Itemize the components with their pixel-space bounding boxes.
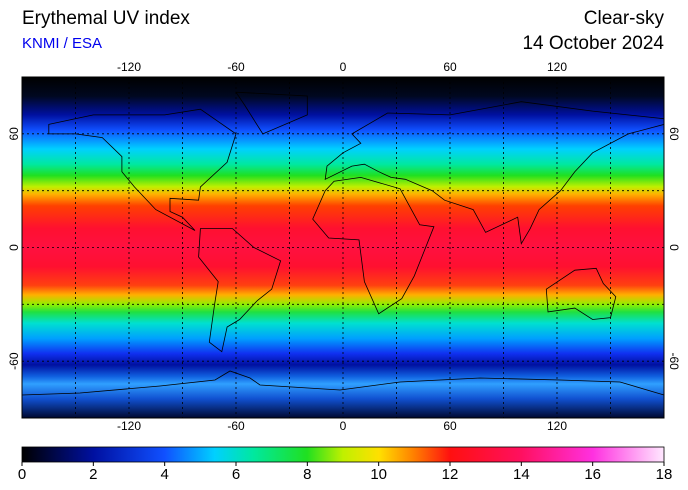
lon-tick-label: -120 [117,60,141,74]
colorbar [21,446,665,463]
colorbar-tick-label: 14 [513,466,530,483]
title: Erythemal UV index [22,8,190,29]
lat-tick-label: -60 [7,352,21,370]
colorbar-tick-label: 16 [584,466,601,483]
lat-tick-label: 60 [7,127,21,141]
lat-tick-label: 60 [667,127,681,141]
lon-tick-label: 0 [340,419,347,433]
lon-tick-label: 120 [547,419,567,433]
date: 14 October 2024 [522,33,664,54]
map [21,76,665,419]
colorbar-tick-label: 6 [232,466,240,483]
lon-tick-label: -120 [117,419,141,433]
colorbar-tick-label: 2 [89,466,97,483]
lat-tick-label: 0 [667,244,681,251]
coastline [21,370,665,396]
colorbar-tick-label: 10 [370,466,387,483]
coastline [235,91,308,135]
lat-tick-label: -60 [667,352,681,370]
lon-tick-label: 120 [547,60,567,74]
coastline [48,108,237,231]
coastline [312,176,435,315]
lon-tick-label: -60 [227,419,245,433]
lon-tick-label: -60 [227,60,245,74]
colorbar-tick-label: 8 [303,466,311,483]
lon-tick-label: 60 [443,60,457,74]
coastline [545,267,617,320]
coastline [324,101,665,245]
lon-tick-label: 0 [340,60,347,74]
coastlines [21,91,665,396]
coastline [198,228,282,353]
lat-tick-label: 0 [7,244,21,251]
colorbar-tick-label: 0 [18,466,26,483]
map-frame [21,76,665,419]
mode: Clear-sky [584,8,665,29]
colorbar-tick-label: 12 [442,466,459,483]
colorbar-tick-label: 18 [656,466,673,483]
lon-tick-label: 60 [443,419,457,433]
colorbar-tick-label: 4 [160,466,168,483]
source: KNMI / ESA [22,35,102,52]
